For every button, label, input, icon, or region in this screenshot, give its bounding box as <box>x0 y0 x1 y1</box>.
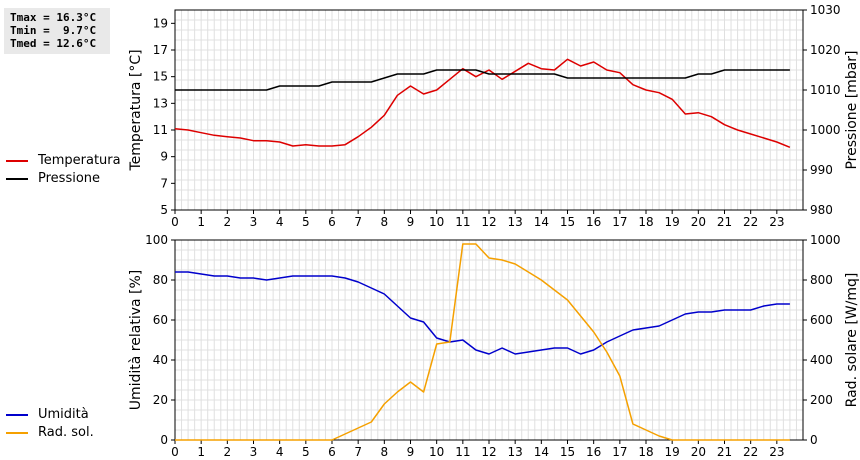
chart1-y-tick-label: 17 <box>153 43 168 57</box>
chart1-y-tick-label: 7 <box>160 176 168 190</box>
chart1-x-tick-label: 12 <box>481 215 496 229</box>
chart1-x-tick-label: 2 <box>224 215 232 229</box>
chart1-x-tick-label: 11 <box>455 215 470 229</box>
chart2-y-tick-label: 20 <box>153 393 168 407</box>
chart2-y2-tick-label: 600 <box>810 313 833 327</box>
chart2-series-umidit <box>175 271 790 355</box>
chart1-x-tick-label: 5 <box>302 215 310 229</box>
chart1-x-tick-label: 9 <box>407 215 415 229</box>
chart2-x-tick-label: 19 <box>665 445 680 459</box>
chart1-x-tick-label: 0 <box>171 215 179 229</box>
chart2-y2-axis-title: Rad. solare [W/mq] <box>844 273 860 408</box>
chart2-x-tick-label: 6 <box>328 445 336 459</box>
stats-box: Tmax = 16.3°C Tmin = 9.7°C Tmed = 12.6°C <box>4 8 110 54</box>
chart1-x-tick-label: 14 <box>534 215 549 229</box>
chart1-y-tick-label: 19 <box>153 16 168 30</box>
chart1-y-tick-label: 15 <box>153 70 168 84</box>
legend-umidita-label: Umidità <box>38 407 89 422</box>
chart2-y-tick-label: 80 <box>153 273 168 287</box>
chart1-y2-tick-label: 1000 <box>810 123 841 137</box>
tmin-label: Tmin = 9.7°C <box>10 24 97 37</box>
chart1-series-temperatura <box>174 58 791 148</box>
legend-rad-sol-label: Rad. sol. <box>38 425 94 440</box>
chart2-y-tick-label: 60 <box>153 313 168 327</box>
chart2-x-tick-label: 23 <box>769 445 784 459</box>
chart1-y-axis-title: Temperatura [°C] <box>128 49 144 171</box>
chart1-x-tick-label: 13 <box>508 215 523 229</box>
chart1-x-tick-label: 15 <box>560 215 575 229</box>
chart1-x-tick-label: 6 <box>328 215 336 229</box>
legend-pressione-swatch <box>6 177 28 180</box>
chart1-y-tick-label: 13 <box>153 96 168 110</box>
chart2-x-tick-label: 4 <box>276 445 284 459</box>
tmed-label: Tmed = 12.6°C <box>10 37 97 50</box>
legend-temperatura-label: Temperatura <box>38 153 121 168</box>
chart2-x-tick-label: 17 <box>612 445 627 459</box>
chart1-x-tick-label: 1 <box>197 215 205 229</box>
chart2-y2-tick-label: 800 <box>810 273 833 287</box>
chart1-y2-axis-title: Pressione [mbar] <box>844 50 860 169</box>
legend-pressione-label: Pressione <box>38 171 101 186</box>
chart1-x-tick-label: 22 <box>743 215 758 229</box>
chart1-x-tick-label: 8 <box>381 215 389 229</box>
chart1-x-tick-label: 7 <box>354 215 362 229</box>
chart1-y2-tick-label: 1030 <box>810 3 841 17</box>
chart2-y2-tick-label: 200 <box>810 393 833 407</box>
legend-temperatura-swatch <box>6 159 28 162</box>
chart1-y2-tick-label: 990 <box>810 163 833 177</box>
chart2-x-tick-label: 15 <box>560 445 575 459</box>
chart1-x-tick-label: 3 <box>250 215 258 229</box>
chart2-x-tick-label: 0 <box>171 445 179 459</box>
chart2-x-tick-label: 13 <box>508 445 523 459</box>
chart2-x-tick-label: 11 <box>455 445 470 459</box>
chart1-y-tick-label: 5 <box>160 203 168 217</box>
chart2-y2-tick-label: 1000 <box>810 233 841 247</box>
chart1-x-tick-label: 16 <box>586 215 601 229</box>
chart1-x-tick-label: 10 <box>429 215 444 229</box>
chart2-x-tick-label: 1 <box>197 445 205 459</box>
chart2-x-tick-label: 22 <box>743 445 758 459</box>
chart1-y-tick-label: 11 <box>153 123 168 137</box>
chart2-x-tick-label: 21 <box>717 445 732 459</box>
chart1-y2-tick-label: 980 <box>810 203 833 217</box>
chart2-y-axis-title: Umidità relativa [%] <box>128 270 144 411</box>
chart2-x-tick-label: 18 <box>638 445 653 459</box>
chart2-y-tick-label: 0 <box>160 433 168 447</box>
chart1-y2-tick-label: 1020 <box>810 43 841 57</box>
chart2-x-tick-label: 14 <box>534 445 549 459</box>
chart1-x-tick-label: 20 <box>691 215 706 229</box>
chart1-x-tick-label: 23 <box>769 215 784 229</box>
chart2-x-tick-label: 8 <box>381 445 389 459</box>
chart2-x-tick-label: 7 <box>354 445 362 459</box>
legend-pressione: Pressione <box>6 171 100 186</box>
chart2-x-tick-label: 10 <box>429 445 444 459</box>
chart1-x-tick-label: 21 <box>717 215 732 229</box>
chart2-x-tick-label: 9 <box>407 445 415 459</box>
chart2-series-rad-sol <box>175 243 790 441</box>
legend-umidita: Umidità <box>6 407 89 422</box>
legend-rad-sol-swatch <box>6 431 28 434</box>
chart2-y2-tick-label: 0 <box>810 433 818 447</box>
chart2-x-tick-label: 20 <box>691 445 706 459</box>
chart2-x-tick-label: 12 <box>481 445 496 459</box>
chart1-x-tick-label: 17 <box>612 215 627 229</box>
chart1-x-tick-label: 4 <box>276 215 284 229</box>
legend-temperatura: Temperatura <box>6 153 121 168</box>
chart2-x-tick-label: 16 <box>586 445 601 459</box>
chart1-y-tick-label: 9 <box>160 150 168 164</box>
chart2-y2-tick-label: 400 <box>810 353 833 367</box>
chart2-y-tick-label: 40 <box>153 353 168 367</box>
chart2-x-tick-label: 3 <box>250 445 258 459</box>
chart2-x-tick-label: 5 <box>302 445 310 459</box>
chart2-y-tick-label: 100 <box>145 233 168 247</box>
legend-rad-sol: Rad. sol. <box>6 425 94 440</box>
chart1-series-pressione <box>175 69 790 91</box>
chart1-y2-tick-label: 1010 <box>810 83 841 97</box>
tmax-label: Tmax = 16.3°C <box>10 11 97 24</box>
legend-umidita-swatch <box>6 413 28 416</box>
chart1-x-tick-label: 18 <box>638 215 653 229</box>
chart2-x-tick-label: 2 <box>224 445 232 459</box>
chart1-x-tick-label: 19 <box>665 215 680 229</box>
